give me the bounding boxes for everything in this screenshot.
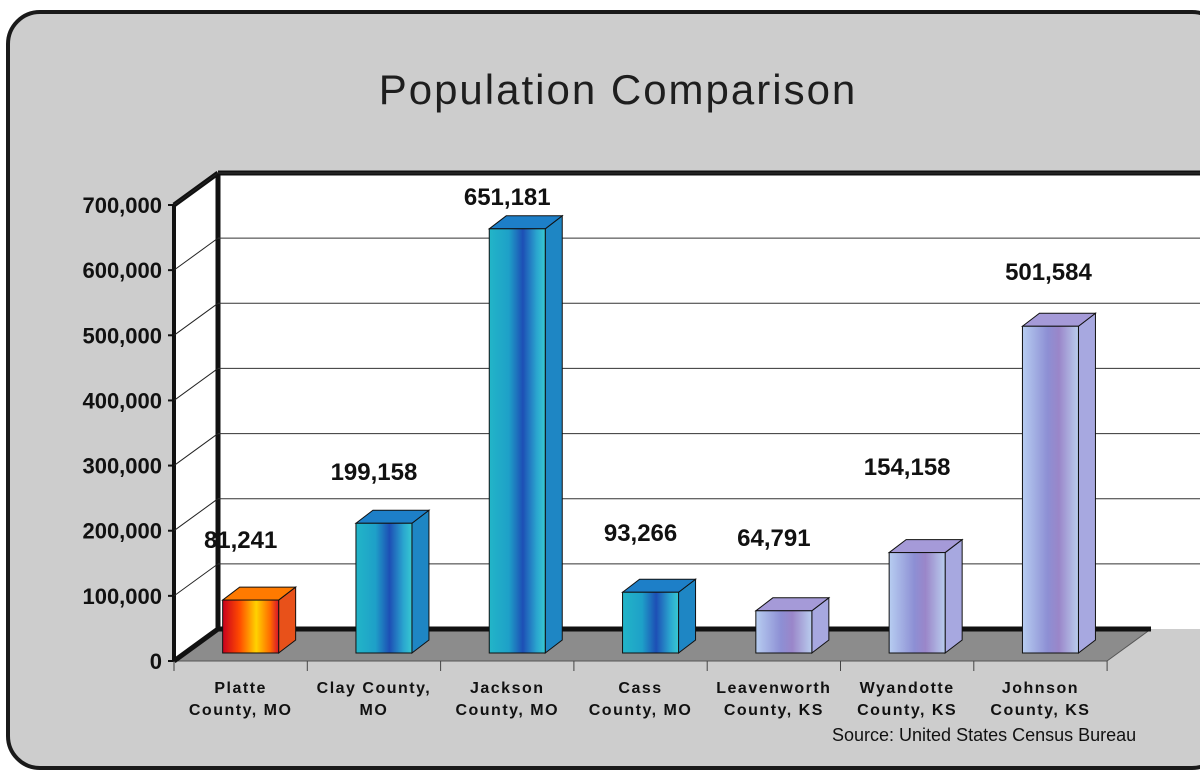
x-tick-label-line: County, MO xyxy=(189,702,293,719)
y-tick-label: 700,000 xyxy=(82,193,162,218)
x-tick-label-line: County, KS xyxy=(724,702,824,719)
gridline-side xyxy=(173,498,219,532)
gridline-side xyxy=(173,368,219,401)
bars xyxy=(221,214,1097,655)
x-tick-label: Platte County, MO xyxy=(189,680,293,719)
x-tick-label: Johnson County, KS xyxy=(990,680,1090,719)
value-label: 199,158 xyxy=(331,459,418,486)
value-label: 81,241 xyxy=(204,527,277,554)
x-tick-label-line: Jackson xyxy=(470,680,545,697)
value-label: 651,181 xyxy=(464,184,551,211)
bar xyxy=(887,538,964,655)
bar xyxy=(1020,312,1097,655)
y-axis-ticks: 0 100,000 200,000 300,000 400,000 500,000 600,… xyxy=(82,193,174,674)
gridline-side xyxy=(173,302,219,336)
bar-front xyxy=(355,522,413,654)
x-tick-label-line: Johnson xyxy=(1002,680,1079,697)
side-wall xyxy=(174,173,218,661)
y-tick-label: 0 xyxy=(150,649,162,674)
x-tick-label-line: County, MO xyxy=(589,702,693,719)
value-label: 154,158 xyxy=(864,454,951,481)
chart-title: Population Comparison xyxy=(378,66,858,113)
gridline-side xyxy=(173,172,219,206)
gridline-side xyxy=(173,237,219,271)
bar-front xyxy=(755,610,813,654)
x-tick-label-line: Wyandotte xyxy=(860,680,955,697)
y-tick-label: 200,000 xyxy=(82,519,162,544)
y-tick-label: 600,000 xyxy=(82,258,162,283)
x-tick-label: Clay County, MO xyxy=(317,680,432,719)
bar xyxy=(221,586,298,655)
bar xyxy=(754,596,831,655)
bar-side xyxy=(1077,312,1096,655)
bar-side xyxy=(544,214,563,655)
bar xyxy=(621,578,698,655)
x-tick-label-line: Leavenworth xyxy=(716,680,831,697)
x-tick-label: Wyandotte County, KS xyxy=(857,680,957,719)
x-tick-label-line: Platte xyxy=(214,680,267,697)
bar-front xyxy=(222,599,280,654)
y-tick-label: 300,000 xyxy=(82,454,162,479)
x-tick-label-line: County, KS xyxy=(990,702,1090,719)
x-tick-label: Cass County, MO xyxy=(589,680,693,719)
bar-side xyxy=(944,538,963,655)
bar-side xyxy=(411,509,430,655)
x-axis-labels: Platte County, MO Clay County, MO Jackson Cou… xyxy=(173,661,1108,719)
value-label: 501,584 xyxy=(1005,259,1092,286)
x-tick-label-line: County, MO xyxy=(455,702,559,719)
bar-front xyxy=(488,228,546,654)
value-label: 93,266 xyxy=(604,520,677,547)
x-tick-label-line: MO xyxy=(360,702,389,719)
gridline-side xyxy=(173,563,219,597)
bar-front xyxy=(888,552,946,654)
floor-right-edge xyxy=(1106,628,1152,662)
bar xyxy=(487,214,564,655)
x-tick-label: Leavenworth County, KS xyxy=(716,680,831,719)
value-labels: 81,241 199,158 651,181 93,266 64,791 154,158 5… xyxy=(204,184,1093,554)
x-tick-label: Jackson County, MO xyxy=(455,680,559,719)
y-tick-label: 500,000 xyxy=(82,323,162,348)
y-tick-label: 100,000 xyxy=(82,584,162,609)
bar-front xyxy=(622,591,680,654)
gridline-side xyxy=(173,433,219,466)
floor-left-edge xyxy=(172,626,220,664)
bar-chart: 0 100,000 200,000 300,000 400,000 500,000 600,… xyxy=(82,170,1200,719)
value-label: 64,791 xyxy=(737,525,810,552)
y-tick-label: 400,000 xyxy=(82,388,162,413)
bar-front xyxy=(1021,325,1079,654)
x-tick-label-line: Clay County, xyxy=(317,680,432,697)
x-tick-label-line: Cass xyxy=(618,680,662,697)
x-tick-label-line: County, KS xyxy=(857,702,957,719)
bar xyxy=(354,509,431,655)
source-note: Source: United States Census Bureau xyxy=(832,725,1137,745)
